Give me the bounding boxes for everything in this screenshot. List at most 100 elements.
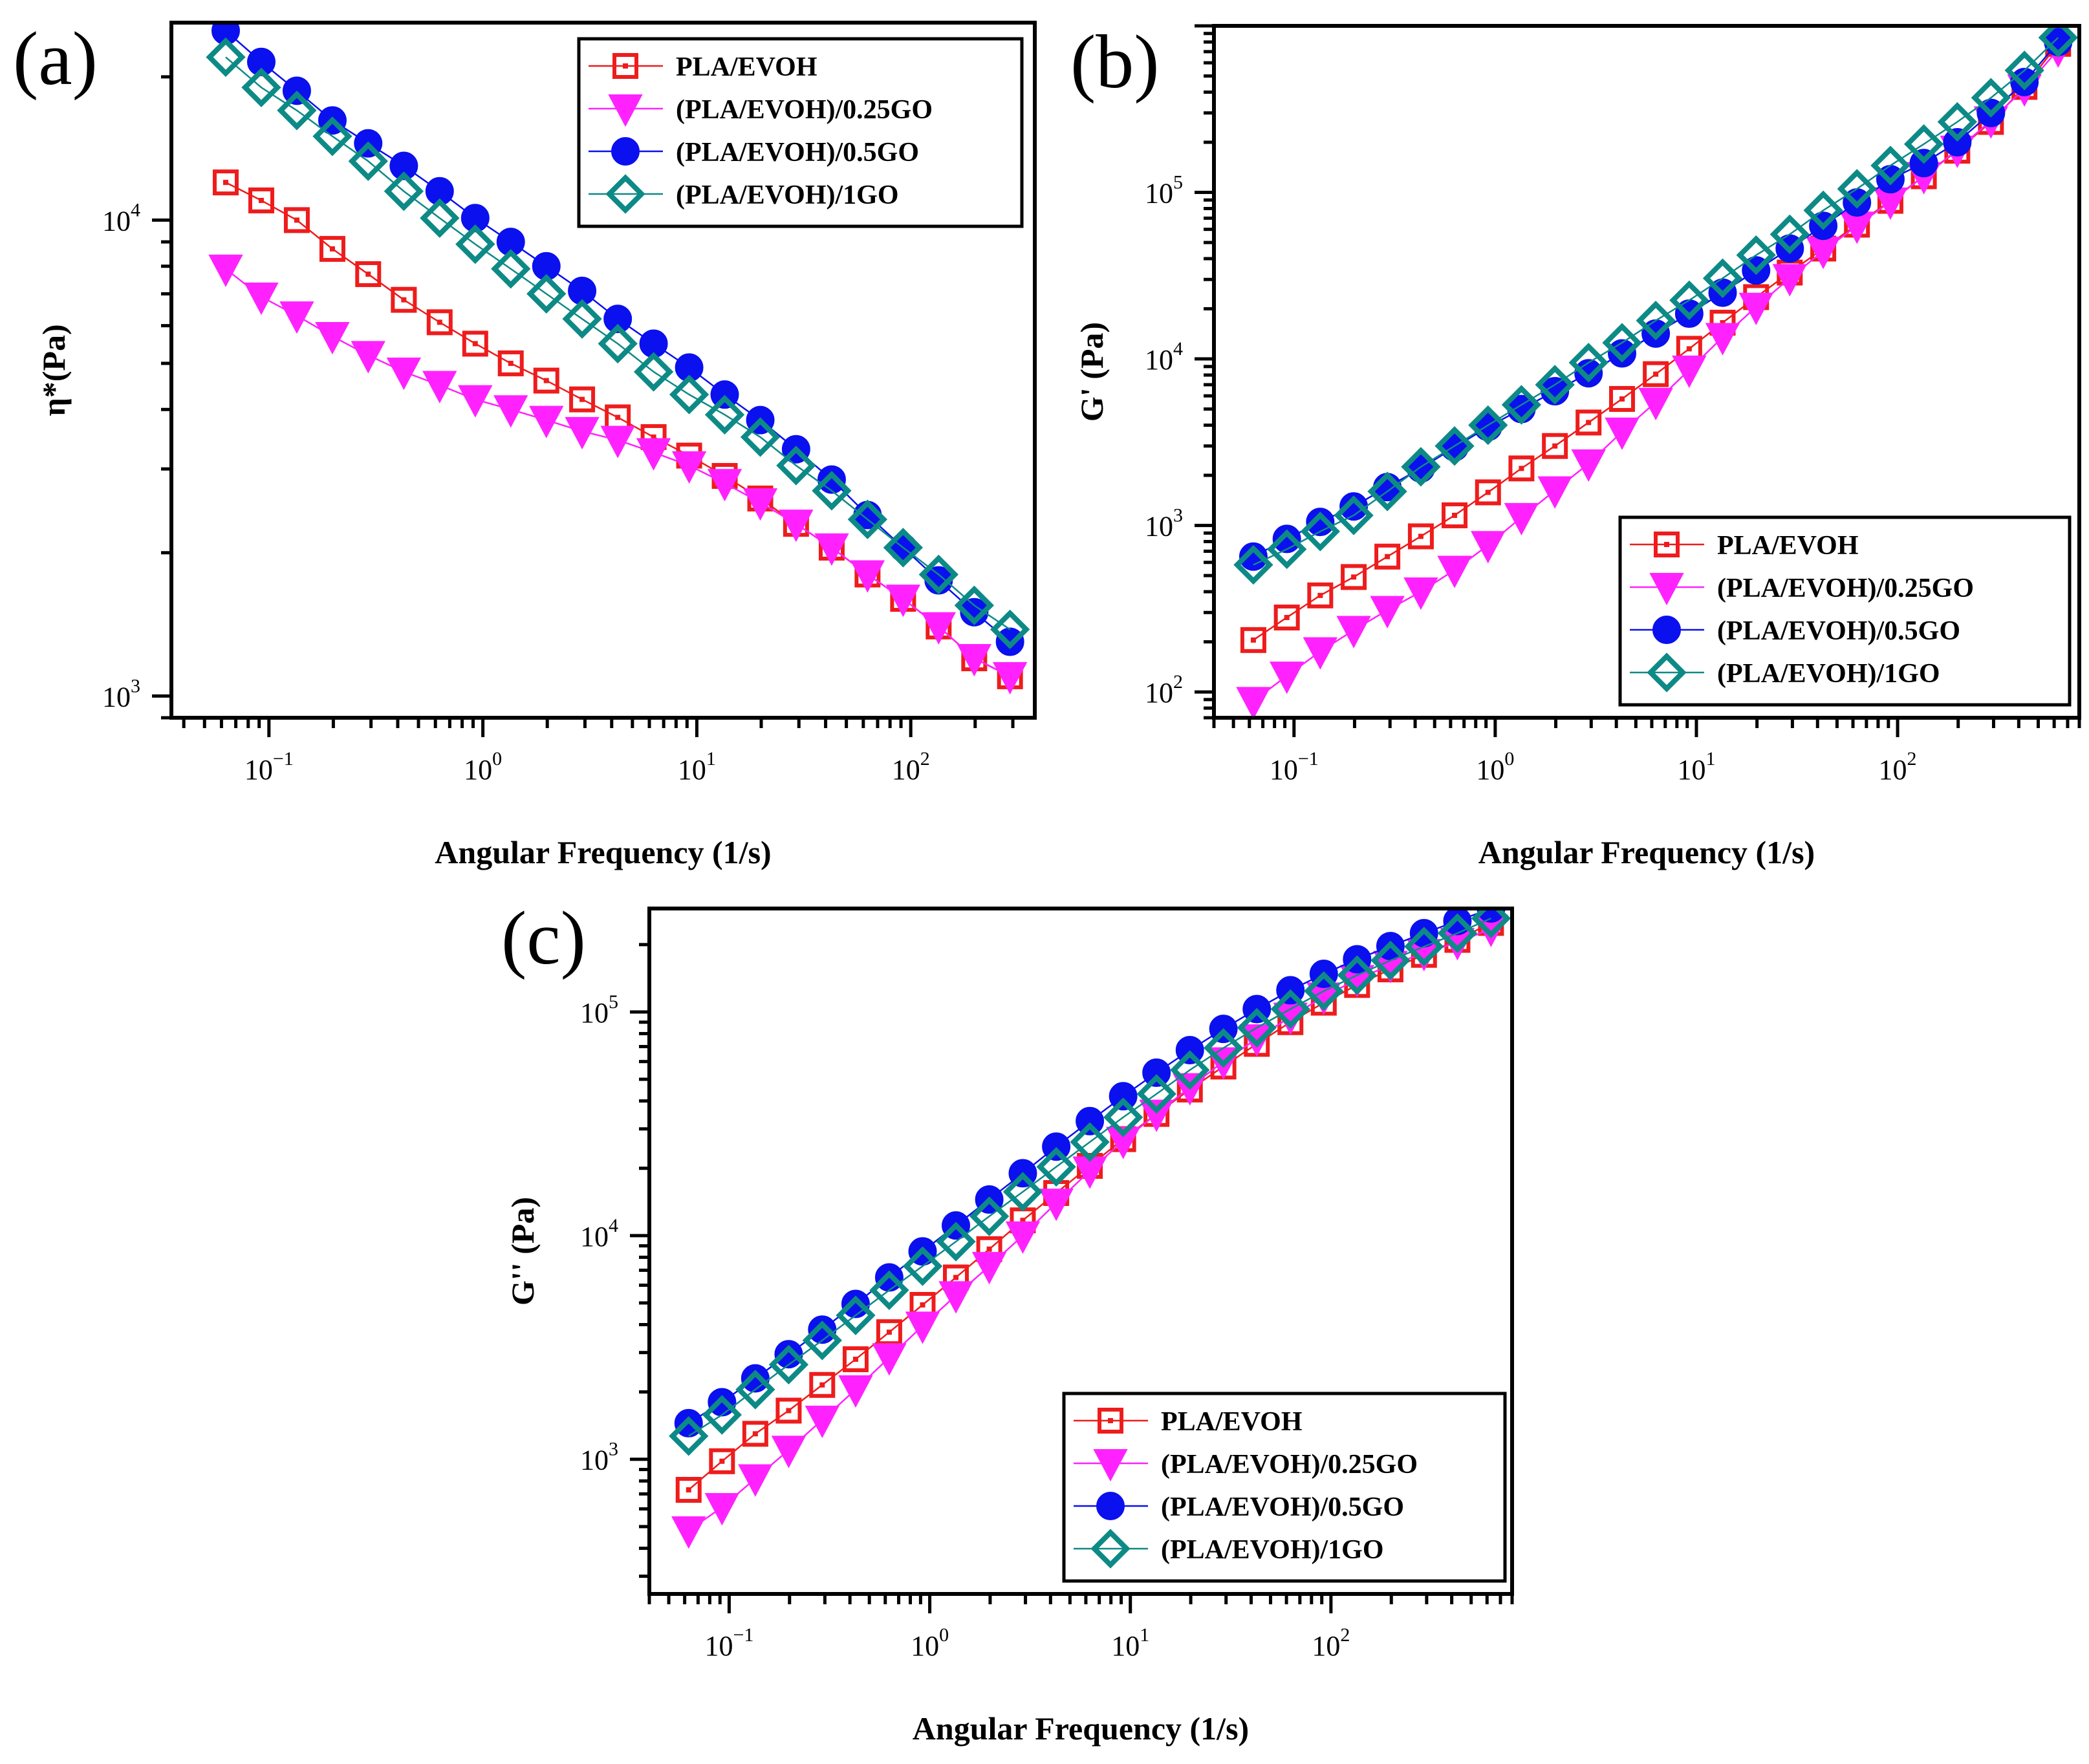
data-point — [1442, 502, 1468, 528]
data-point-center — [472, 341, 478, 347]
legend-marker — [612, 53, 638, 79]
data-point — [704, 1493, 740, 1526]
chart-panel-1: 10−1 100 101 102 103 104 PLA/EVOH (PLA/EVOH)/0.… — [13, 16, 1037, 870]
data-point — [957, 644, 992, 677]
data-point-center — [920, 1302, 925, 1308]
x-tick-label: 101 — [678, 748, 716, 786]
data-point — [1175, 1035, 1204, 1064]
data-point — [493, 395, 528, 428]
data-point — [836, 1295, 876, 1335]
legend-entry: (PLA/EVOH)/0.5GO — [1630, 616, 1960, 646]
data-point — [675, 1477, 702, 1503]
legend-label: (PLA/EVOH)/1GO — [676, 180, 899, 210]
data-point — [633, 352, 674, 392]
data-point — [814, 533, 849, 566]
data-point — [1042, 1132, 1071, 1161]
x-tick-label: 10−1 — [244, 748, 294, 786]
data-point-center — [686, 1487, 691, 1493]
data-point — [241, 67, 281, 107]
data-point — [1736, 235, 1776, 275]
data-point — [1870, 145, 1910, 186]
legend-label: (PLA/EVOH)/1GO — [1717, 659, 1940, 689]
data-point — [847, 499, 888, 539]
data-point-center — [719, 1458, 725, 1464]
data-point — [1504, 502, 1539, 536]
data-point — [529, 405, 564, 438]
data-point — [569, 386, 596, 413]
data-point — [1971, 78, 2011, 118]
data-point — [1672, 355, 1707, 389]
data-point — [244, 282, 279, 316]
x-tick-label: 101 — [1677, 748, 1715, 786]
y-tick-label: 102 — [1145, 671, 1183, 709]
data-point — [2010, 67, 2039, 96]
data-point — [1270, 662, 1304, 694]
data-point — [936, 1221, 976, 1262]
data-point — [1109, 1082, 1138, 1111]
data-point — [738, 1464, 773, 1497]
data-point — [636, 438, 671, 471]
data-point — [1638, 387, 1673, 421]
data-point — [850, 560, 885, 593]
data-point — [1575, 409, 1602, 436]
data-point-center — [1317, 592, 1323, 598]
data-point — [1103, 1097, 1143, 1137]
data-point — [1307, 582, 1334, 608]
data-point — [741, 1364, 770, 1393]
series-4 — [206, 37, 1030, 650]
chart-panel-2: 10−1 100 101 102 102 103 104 105 PLA/EVOH (PLA/EV… — [1070, 19, 2081, 870]
y-tick-label: 104 — [580, 1215, 618, 1253]
data-point — [1374, 543, 1401, 570]
data-point — [348, 141, 388, 181]
data-point — [426, 309, 453, 336]
x-tick-label: 102 — [1879, 748, 1917, 786]
data-point — [1236, 687, 1271, 718]
series-3 — [1239, 27, 2073, 571]
x-tick-label: 102 — [1312, 1624, 1350, 1662]
data-point — [1273, 604, 1300, 630]
data-point — [1468, 405, 1508, 446]
data-point — [1770, 214, 1810, 255]
data-point — [1542, 433, 1568, 459]
data-point — [669, 1416, 709, 1456]
y-tick-label: 103 — [102, 675, 140, 713]
data-point — [1304, 971, 1344, 1011]
data-point — [351, 341, 385, 374]
data-point-center — [329, 246, 335, 252]
legend-marker-center — [1664, 542, 1669, 547]
legend-label: (PLA/EVOH)/0.5GO — [676, 138, 919, 167]
x-tick-label: 102 — [892, 748, 930, 786]
data-point — [458, 385, 493, 418]
series-layer — [1233, 26, 2078, 718]
data-point — [1669, 280, 1709, 321]
data-point — [838, 1375, 873, 1408]
series-line — [225, 56, 1011, 630]
data-point — [2004, 50, 2044, 91]
data-point — [1303, 637, 1338, 670]
data-point — [1508, 455, 1535, 482]
data-point — [1270, 989, 1310, 1029]
legend-marker — [605, 174, 645, 214]
data-point — [671, 451, 707, 484]
data-point — [1334, 495, 1374, 535]
data-point — [1039, 1189, 1074, 1221]
data-point — [598, 323, 638, 364]
data-point — [841, 1289, 870, 1318]
data-point — [1475, 479, 1501, 506]
data-point — [1471, 531, 1506, 564]
x-tick-label: 100 — [911, 1624, 949, 1662]
data-point — [248, 187, 274, 213]
data-point-center — [852, 1357, 858, 1362]
data-point — [872, 1343, 907, 1376]
legend-entry: PLA/EVOH — [589, 52, 817, 82]
data-point-center — [1452, 512, 1458, 518]
data-point-center — [1653, 371, 1659, 377]
data-point — [707, 469, 742, 502]
data-point — [600, 425, 635, 458]
y-tick-label: 103 — [580, 1439, 618, 1476]
panel-label: (b) — [1070, 19, 1160, 104]
data-point-center — [786, 1408, 792, 1414]
data-point — [386, 357, 422, 391]
data-point-center — [508, 360, 514, 366]
